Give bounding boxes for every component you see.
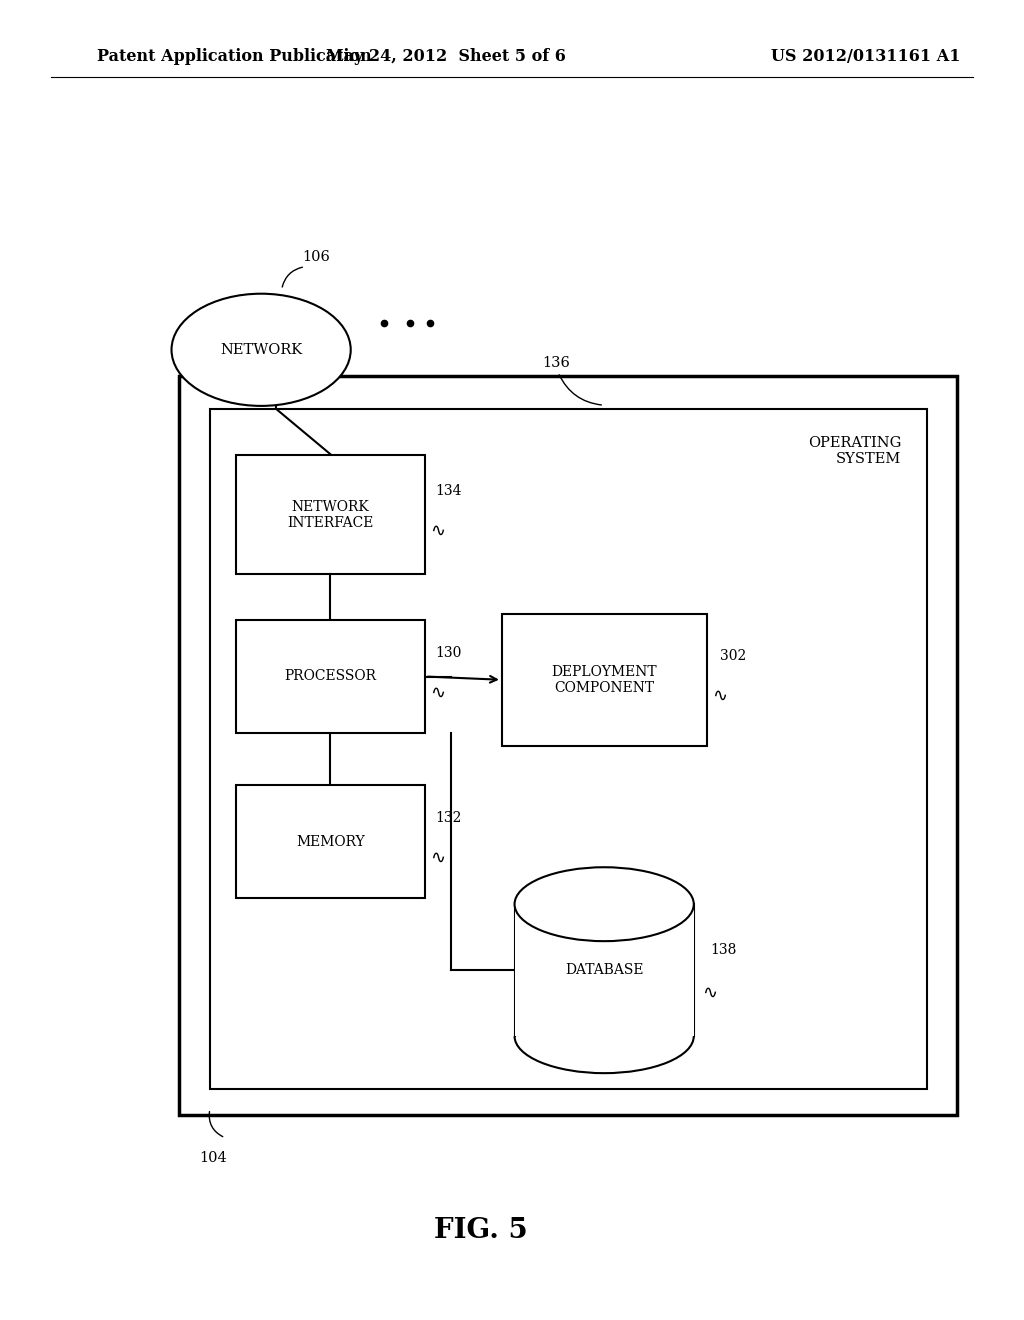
Text: ∿: ∿: [702, 983, 717, 1002]
FancyBboxPatch shape: [514, 904, 694, 1036]
Text: ∿: ∿: [430, 849, 445, 866]
Text: 106: 106: [302, 249, 330, 264]
FancyBboxPatch shape: [236, 785, 425, 898]
Text: 134: 134: [435, 484, 462, 498]
Text: FIG. 5: FIG. 5: [434, 1217, 528, 1243]
Text: DATABASE: DATABASE: [565, 964, 643, 977]
FancyBboxPatch shape: [236, 455, 425, 574]
FancyBboxPatch shape: [179, 376, 957, 1115]
Ellipse shape: [171, 294, 350, 407]
Text: 136: 136: [543, 355, 570, 370]
Text: ∿: ∿: [712, 686, 727, 705]
Text: 132: 132: [435, 810, 462, 825]
Text: US 2012/0131161 A1: US 2012/0131161 A1: [770, 49, 961, 65]
Text: 138: 138: [711, 944, 736, 957]
Text: PROCESSOR: PROCESSOR: [285, 669, 376, 684]
Text: MEMORY: MEMORY: [296, 834, 365, 849]
Text: ∿: ∿: [430, 521, 445, 540]
Text: OPERATING
SYSTEM: OPERATING SYSTEM: [808, 436, 901, 466]
Text: ∿: ∿: [430, 684, 445, 701]
Text: 130: 130: [435, 645, 462, 660]
Text: NETWORK: NETWORK: [220, 343, 302, 356]
FancyBboxPatch shape: [210, 409, 927, 1089]
Text: 104: 104: [200, 1151, 227, 1166]
Text: 302: 302: [720, 649, 746, 663]
Ellipse shape: [514, 867, 694, 941]
FancyBboxPatch shape: [502, 614, 707, 746]
Text: NETWORK
INTERFACE: NETWORK INTERFACE: [287, 500, 374, 529]
Text: DEPLOYMENT
COMPONENT: DEPLOYMENT COMPONENT: [551, 665, 657, 694]
FancyBboxPatch shape: [236, 620, 425, 733]
Text: Patent Application Publication: Patent Application Publication: [97, 49, 372, 65]
Text: May 24, 2012  Sheet 5 of 6: May 24, 2012 Sheet 5 of 6: [326, 49, 565, 65]
